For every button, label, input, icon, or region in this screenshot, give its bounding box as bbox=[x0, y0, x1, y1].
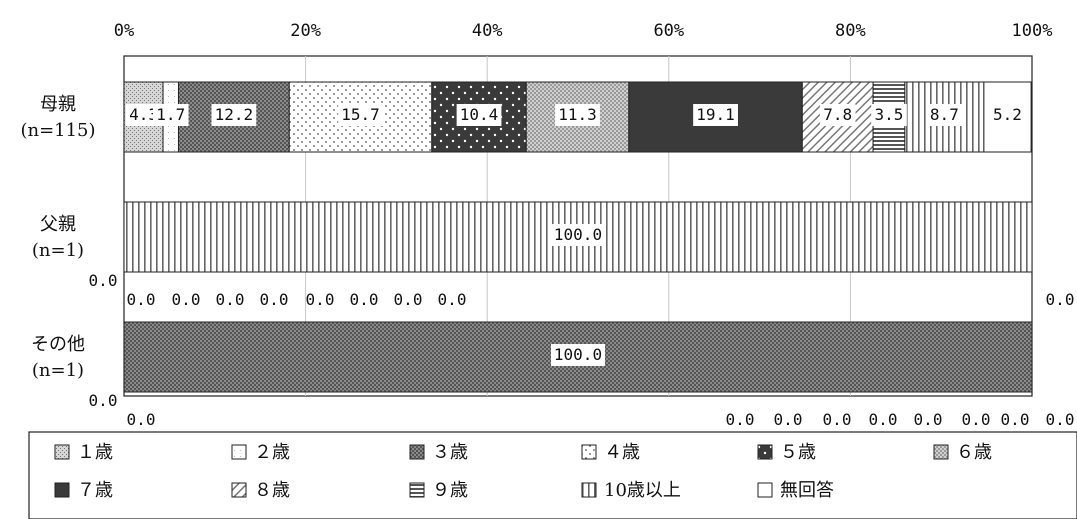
data-label-bg bbox=[871, 104, 907, 126]
data-label: 0.0 bbox=[823, 410, 852, 429]
legend-swatch bbox=[409, 482, 425, 498]
legend-swatch bbox=[581, 482, 597, 498]
legend-swatch bbox=[231, 482, 247, 498]
x-tick-label: 20% bbox=[290, 21, 321, 41]
legend-label: ８歳 bbox=[254, 480, 290, 501]
data-label: 0.0 bbox=[962, 410, 991, 429]
data-label: 7.8 bbox=[823, 105, 852, 124]
data-label: 0.0 bbox=[1046, 290, 1075, 309]
data-label: 0.0 bbox=[869, 410, 898, 429]
data-label: 15.7 bbox=[341, 105, 380, 124]
data-label-bg bbox=[338, 104, 383, 126]
data-labels: 4.31.7 12.2 15.7 10.4 11.3 19.1 7.8 3.5 8.7 5.2 10… bbox=[89, 104, 1075, 429]
data-label: 19.1 bbox=[696, 105, 735, 124]
legend-swatch bbox=[757, 482, 773, 498]
data-label: 1.7 bbox=[156, 105, 185, 124]
data-label-bg bbox=[125, 104, 162, 126]
legend-swatch bbox=[54, 482, 70, 498]
data-label: 0.0 bbox=[172, 290, 201, 309]
data-label: 100.0 bbox=[554, 225, 602, 244]
x-tick-label: 60% bbox=[653, 21, 684, 41]
data-label-bg bbox=[211, 104, 257, 126]
legend-swatch bbox=[933, 444, 949, 460]
x-tick-label: 100% bbox=[1012, 21, 1053, 41]
legend-frame bbox=[28, 431, 1077, 519]
data-label: 0.0 bbox=[260, 290, 289, 309]
data-label: 0.0 bbox=[726, 410, 755, 429]
legend-label: ２歳 bbox=[254, 442, 290, 463]
data-label: 4.3 bbox=[129, 105, 158, 124]
category-label: 父親 bbox=[40, 214, 76, 235]
category-sample-size: (n=115) bbox=[20, 120, 95, 141]
data-label-bg bbox=[551, 344, 605, 366]
data-label: 11.3 bbox=[558, 105, 597, 124]
data-label: 10.4 bbox=[460, 105, 499, 124]
category-labels: 母親 (n=115) 父親 (n=1) その他 (n=1) bbox=[20, 94, 95, 381]
legend-label: ６歳 bbox=[956, 442, 992, 463]
legend-swatch bbox=[231, 444, 247, 460]
data-label-bg bbox=[555, 104, 600, 126]
data-label-bg bbox=[819, 104, 856, 126]
data-label: 0.0 bbox=[127, 410, 156, 429]
legend: １歳 ２歳 ３歳 ４歳 ５歳 ６歳 ７歳 ８歳 ９歳 10歳以上 無回答 bbox=[28, 431, 1077, 519]
data-label: 0.0 bbox=[1001, 410, 1030, 429]
data-label-bg bbox=[551, 224, 605, 246]
data-label: 0.0 bbox=[438, 290, 467, 309]
data-label: 12.2 bbox=[215, 105, 254, 124]
data-label: 0.0 bbox=[394, 290, 423, 309]
data-label-bg bbox=[989, 104, 1026, 126]
category-sample-size: (n=1) bbox=[32, 240, 84, 261]
data-label: 0.0 bbox=[89, 271, 118, 290]
legend-label: ９歳 bbox=[432, 480, 468, 501]
data-label: 3.5 bbox=[875, 105, 904, 124]
data-label: 5.2 bbox=[993, 105, 1022, 124]
legend-label: ４歳 bbox=[604, 442, 640, 463]
data-label-bg bbox=[152, 104, 189, 126]
data-label: 0.0 bbox=[216, 290, 245, 309]
data-label-bg bbox=[926, 104, 963, 126]
data-label: 0.0 bbox=[350, 290, 379, 309]
legend-label: ３歳 bbox=[432, 442, 468, 463]
legend-label: ７歳 bbox=[77, 480, 113, 501]
x-axis-ticks: 0% 20% 40% 60% 80% 100% bbox=[114, 21, 1053, 41]
data-label-bg bbox=[456, 104, 502, 126]
x-tick-label: 40% bbox=[472, 21, 503, 41]
data-label: 0.0 bbox=[306, 290, 335, 309]
legend-swatch bbox=[409, 444, 425, 460]
data-label: 0.0 bbox=[774, 410, 803, 429]
legend-label: １歳 bbox=[77, 442, 113, 463]
data-label: 0.0 bbox=[1046, 410, 1075, 429]
data-label: 0.0 bbox=[914, 410, 943, 429]
data-label: 100.0 bbox=[554, 345, 602, 364]
category-label: 母親 bbox=[40, 94, 76, 115]
x-tick-label: 0% bbox=[114, 21, 134, 41]
legend-swatch bbox=[54, 444, 70, 460]
legend-label: 無回答 bbox=[780, 480, 834, 501]
legend-label: 10歳以上 bbox=[604, 480, 681, 501]
data-label: 0.0 bbox=[89, 391, 118, 410]
x-tick-label: 80% bbox=[835, 21, 866, 41]
legend-swatch bbox=[581, 444, 597, 460]
category-sample-size: (n=1) bbox=[32, 360, 84, 381]
legend-label: ５歳 bbox=[780, 442, 816, 463]
category-label: その他 bbox=[31, 334, 85, 355]
data-label: 0.0 bbox=[127, 290, 156, 309]
data-label-bg bbox=[693, 104, 738, 126]
legend-swatch bbox=[757, 444, 773, 460]
data-label: 8.7 bbox=[930, 105, 959, 124]
